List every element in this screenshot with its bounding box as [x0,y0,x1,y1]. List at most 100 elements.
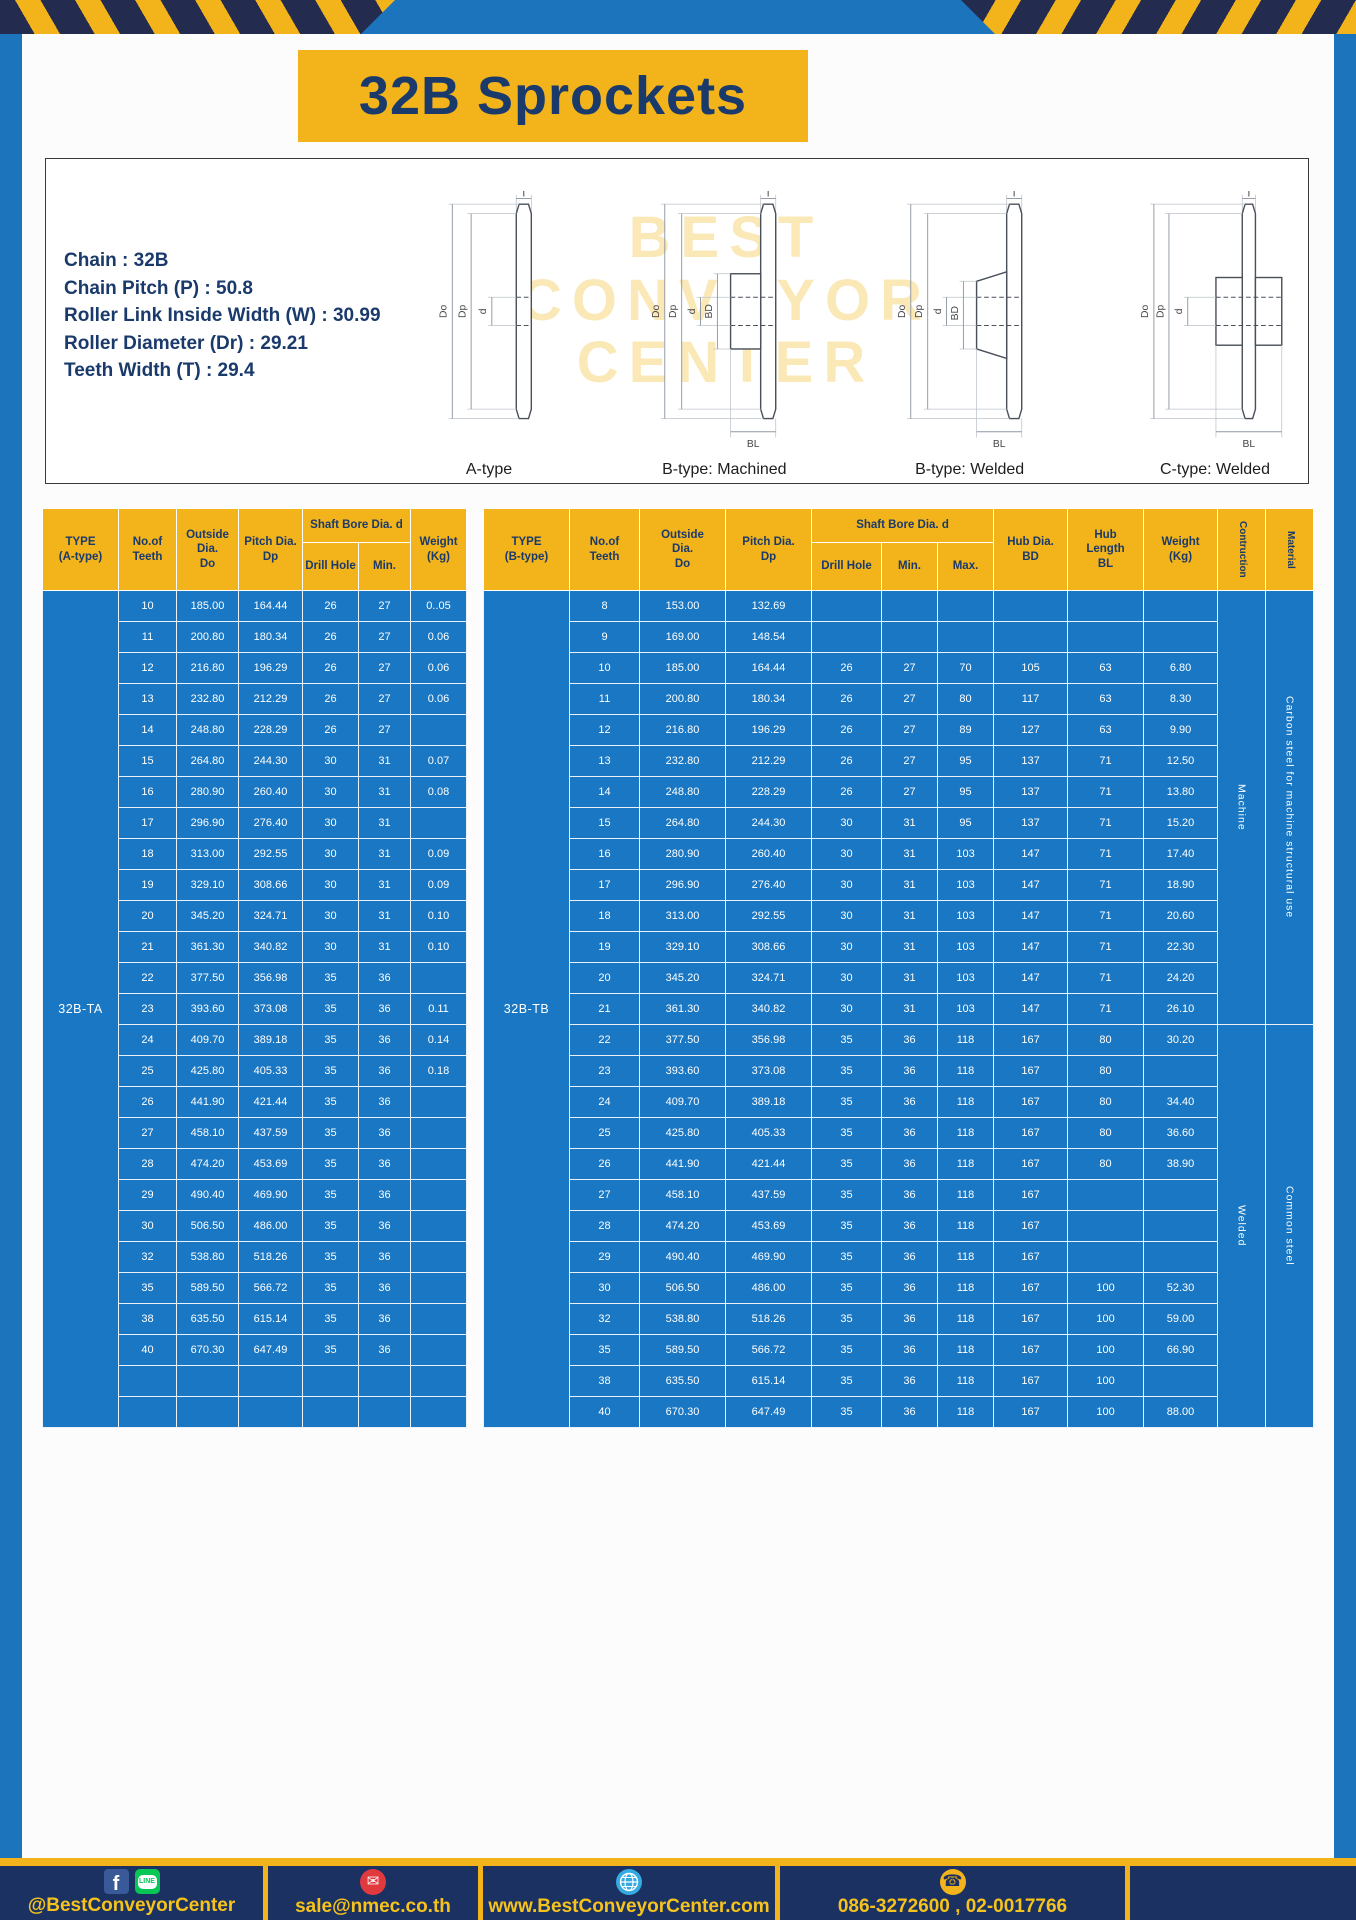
data-cell: 196.29 [725,714,812,746]
data-cell: 30 [302,931,359,963]
footer-website-section: www.BestConveyorCenter.com [483,1866,775,1920]
table-a-body: 32B-TA 10 185.00 164.44 26 27 0..05 11 200.80 180… [42,590,467,1428]
data-cell: 26 [302,652,359,684]
table-row: 38 635.50 615.14 35 36 [43,1303,467,1335]
data-cell: 453.69 [238,1148,303,1180]
data-cell: 80 [1067,1148,1145,1180]
spec-line-teeth-width: Teeth Width (T) : 29.4 [64,360,255,382]
data-cell: 589.50 [176,1272,239,1304]
data-cell [811,621,882,653]
data-cell: 36 [881,1210,938,1242]
table-row: 24 409.70 389.18 35 36 0.14 [43,1024,467,1056]
data-cell: 30 [811,807,882,839]
data-cell: 35 [302,1179,359,1211]
data-cell [358,1396,411,1428]
data-cell: 35 [811,1179,882,1211]
data-cell: 0.18 [410,1055,467,1087]
data-cell: 127 [993,714,1069,746]
data-cell [118,1396,177,1428]
table-row: 30 506.50 486.00 35 36 [43,1210,467,1242]
data-cell: 105 [993,652,1069,684]
dim-label-d: d [687,308,698,314]
data-cell: 437.59 [725,1179,812,1211]
data-cell: 34.40 [1143,1086,1219,1118]
diagram-label-a: A-type [465,461,513,478]
data-cell: 276.40 [238,807,303,839]
data-cell: 26 [118,1086,177,1118]
data-cell: 27 [358,683,411,715]
data-cell: 26 [811,776,882,808]
data-cell: 35 [811,1334,882,1366]
data-cell: 71 [1067,931,1145,963]
data-cell: 18.90 [1143,869,1219,901]
data-cell: 377.50 [639,1024,726,1056]
data-cell: 474.20 [176,1148,239,1180]
data-cell: 486.00 [238,1210,303,1242]
data-cell: 441.90 [639,1148,726,1180]
data-cell: 59.00 [1143,1303,1219,1335]
data-cell: 31 [881,900,938,932]
table-b-header: TYPE (B-type) No.of Teeth Outside Dia. D… [483,508,1315,591]
table-row: 21 361.30 340.82 30 31 0.10 [43,931,467,963]
data-cell: 167 [993,1086,1069,1118]
table-row: 32 538.80 518.26 35 36 118 167 100 59.00 [484,1303,1314,1335]
data-cell: 469.90 [725,1241,812,1273]
data-cell: 36 [881,1179,938,1211]
data-cell [410,1179,467,1211]
data-cell: 71 [1067,838,1145,870]
dim-label-bl: BL [992,439,1005,450]
table-row: 14 248.80 228.29 26 27 [43,714,467,746]
data-cell [1143,1179,1219,1211]
data-cell: 361.30 [639,993,726,1025]
footer-divider [1125,1866,1130,1920]
col-header-pitch-dia: Pitch Dia. Dp [725,508,812,591]
col-header-min: Min. [358,542,411,591]
data-cell: 31 [881,931,938,963]
data-cell [410,1272,467,1304]
data-cell: 147 [993,869,1069,901]
data-cell: 29 [118,1179,177,1211]
data-cell: 17 [569,869,640,901]
data-cell: 26 [569,1148,640,1180]
data-cell: 40 [118,1334,177,1366]
data-cell [1067,1210,1145,1242]
data-cell: 167 [993,1179,1069,1211]
data-cell: 30 [302,869,359,901]
data-cell: 216.80 [639,714,726,746]
content-page: 32B Sprockets BEST CONVEYOR CENTER Chain… [22,34,1334,1858]
data-cell: 80 [1067,1086,1145,1118]
social-icons: f LINE [103,1869,160,1894]
data-cell: 30 [302,776,359,808]
data-cell: 164.44 [725,652,812,684]
data-cell: 32 [118,1241,177,1273]
data-cell: 425.80 [639,1117,726,1149]
data-cell: 389.18 [725,1086,812,1118]
data-cell: 212.29 [238,683,303,715]
dim-label-bd: BD [704,304,715,318]
data-cell: 118 [936,1365,995,1397]
col-header-weight: Weight (Kg) [410,508,467,591]
table-row: 18 313.00 292.55 30 31 103 147 71 20.60 [484,900,1314,932]
data-cell: 31 [358,869,411,901]
table-row: 28 474.20 453.69 35 36 [43,1148,467,1180]
data-cell: 216.80 [176,652,239,684]
data-cell: 538.80 [639,1303,726,1335]
data-cell: 80 [1067,1024,1145,1056]
diagram-label-c-welded: C-type: Welded [1159,461,1270,478]
data-cell: 248.80 [639,776,726,808]
footer-divider [263,1866,268,1920]
spec-line-roller-width: Roller Link Inside Width (W) : 30.99 [64,305,381,327]
data-cell: 31 [358,745,411,777]
data-cell: 36 [358,993,411,1025]
data-cell: 670.30 [639,1396,726,1428]
dim-label-d: d [478,308,489,314]
data-cell: 36 [358,1148,411,1180]
data-cell: 38.90 [1143,1148,1219,1180]
data-cell: 635.50 [176,1303,239,1335]
page-title: 32B Sprockets [358,66,748,126]
data-cell [410,807,467,839]
data-cell: 88.00 [1143,1396,1219,1428]
data-cell: 12.50 [1143,745,1219,777]
data-cell: 14 [118,714,177,746]
data-cell: 0.06 [410,652,467,684]
